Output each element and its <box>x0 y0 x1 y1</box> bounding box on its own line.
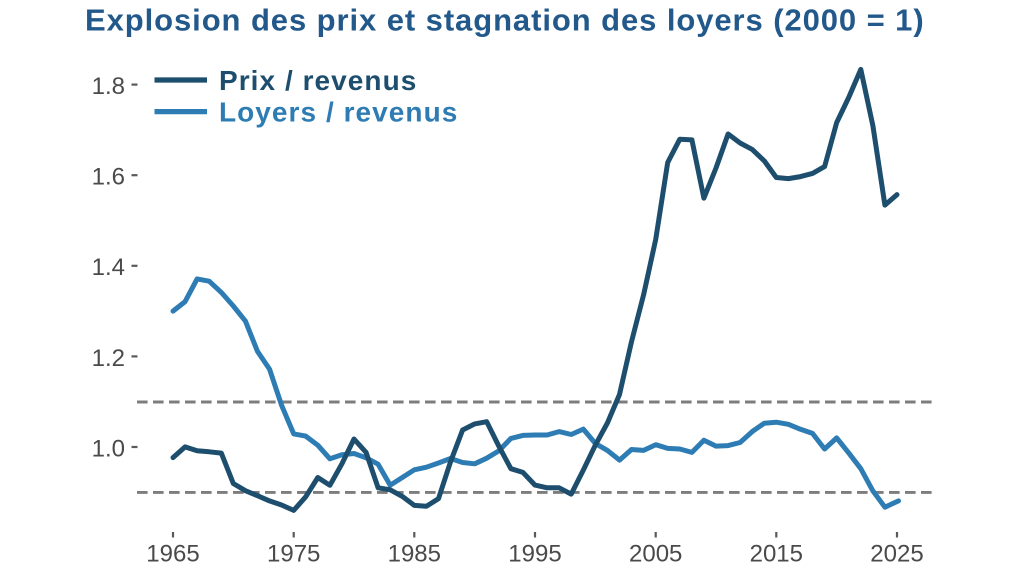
svg-text:1.8: 1.8 <box>92 73 125 100</box>
svg-text:1.6: 1.6 <box>92 164 125 191</box>
svg-text:Loyers / revenus: Loyers / revenus <box>219 97 458 128</box>
svg-text:1995: 1995 <box>508 540 561 567</box>
svg-text:1965: 1965 <box>146 540 199 567</box>
svg-text:2025: 2025 <box>870 540 923 567</box>
svg-text:2015: 2015 <box>750 540 803 567</box>
svg-text:1.4: 1.4 <box>92 254 125 281</box>
svg-text:1.2: 1.2 <box>92 345 125 372</box>
svg-text:1975: 1975 <box>267 540 320 567</box>
svg-text:Explosion des prix et stagnati: Explosion des prix et stagnation des loy… <box>85 3 925 38</box>
svg-text:2005: 2005 <box>629 540 682 567</box>
svg-text:1.0: 1.0 <box>92 435 125 462</box>
svg-text:Prix / revenus: Prix / revenus <box>219 65 417 96</box>
svg-text:1985: 1985 <box>388 540 441 567</box>
